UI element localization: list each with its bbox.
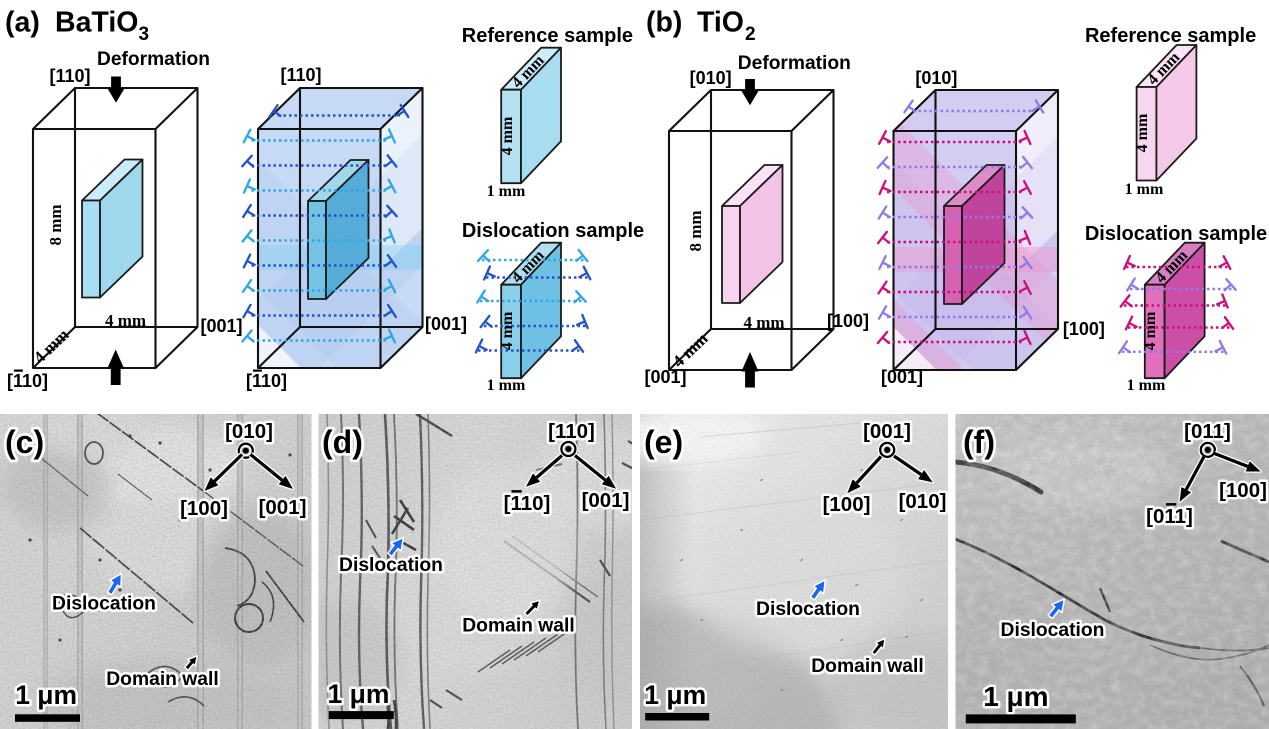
svg-text:[001]: [001] — [582, 489, 630, 512]
svg-text:Dislocation sample: Dislocation sample — [1085, 223, 1267, 245]
svg-text:[010]: [010] — [915, 68, 957, 88]
svg-text:[100]: [100] — [1063, 319, 1105, 339]
svg-text:[110]: [110] — [548, 420, 595, 443]
svg-text:[001]: [001] — [881, 367, 923, 387]
svg-text:(f): (f) — [963, 424, 995, 460]
svg-text:Deformation: Deformation — [97, 49, 210, 70]
svg-text:[100]: [100] — [1219, 479, 1267, 502]
svg-text:TiO: TiO — [697, 7, 744, 39]
svg-text:[110]: [110] — [246, 371, 287, 391]
svg-text:[100]: [100] — [827, 311, 869, 331]
svg-text:[010]: [010] — [225, 420, 273, 443]
svg-text:[110]: [110] — [280, 65, 321, 85]
svg-text:(e): (e) — [644, 424, 683, 460]
svg-text:[110]: [110] — [504, 492, 551, 515]
svg-text:[100]: [100] — [823, 493, 871, 516]
svg-text:[001]: [001] — [259, 496, 307, 519]
svg-text:4 mm: 4 mm — [1142, 311, 1159, 350]
svg-text:8 mm: 8 mm — [46, 204, 65, 245]
svg-text:4 mm: 4 mm — [499, 311, 516, 350]
svg-text:Reference sample: Reference sample — [1085, 25, 1256, 47]
svg-text:[110]: [110] — [7, 371, 48, 391]
svg-text:Dislocation: Dislocation — [339, 555, 443, 576]
svg-text:1 μm: 1 μm — [983, 681, 1048, 712]
svg-text:Deformation: Deformation — [738, 53, 851, 74]
svg-text:1 mm: 1 mm — [487, 183, 526, 200]
svg-text:Domain wall: Domain wall — [462, 616, 575, 637]
svg-text:1 μm: 1 μm — [15, 680, 77, 710]
svg-text:(d): (d) — [322, 424, 363, 460]
svg-text:Domain wall: Domain wall — [106, 669, 219, 690]
svg-text:[010]: [010] — [690, 68, 732, 88]
svg-text:1 mm: 1 mm — [1125, 181, 1164, 198]
svg-text:Domain wall: Domain wall — [811, 656, 924, 677]
svg-text:4 mm: 4 mm — [1134, 113, 1151, 152]
svg-text:[010]: [010] — [899, 490, 947, 513]
svg-text:Dislocation: Dislocation — [1001, 620, 1105, 641]
svg-text:[110]: [110] — [49, 66, 90, 86]
svg-text:[011]: [011] — [1184, 420, 1231, 443]
svg-text:[100]: [100] — [180, 497, 228, 520]
svg-text:1 μm: 1 μm — [328, 679, 390, 709]
svg-text:Dislocation sample: Dislocation sample — [462, 220, 644, 242]
svg-text:[001]: [001] — [425, 314, 467, 334]
svg-text:1 μm: 1 μm — [644, 680, 706, 710]
svg-text:(b): (b) — [646, 7, 682, 39]
svg-text:4 mm: 4 mm — [499, 116, 516, 155]
svg-text:Reference sample: Reference sample — [462, 25, 633, 47]
svg-text:4 mm: 4 mm — [105, 311, 146, 330]
svg-text:3: 3 — [139, 24, 150, 45]
svg-text:[001]: [001] — [200, 316, 242, 336]
svg-text:[011]: [011] — [1146, 505, 1193, 528]
svg-text:1 mm: 1 mm — [1127, 377, 1166, 394]
svg-text:[001]: [001] — [863, 420, 911, 443]
svg-text:4 mm: 4 mm — [743, 313, 784, 332]
svg-text:(a): (a) — [5, 7, 40, 39]
svg-text:(c): (c) — [5, 424, 44, 460]
svg-text:Dislocation: Dislocation — [756, 599, 860, 620]
svg-text:1 mm: 1 mm — [487, 377, 526, 394]
svg-text:BaTiO: BaTiO — [55, 7, 138, 39]
svg-text:[001]: [001] — [644, 367, 686, 387]
svg-text:Dislocation: Dislocation — [52, 594, 156, 615]
svg-text:2: 2 — [745, 24, 756, 45]
svg-text:8 mm: 8 mm — [686, 210, 705, 251]
